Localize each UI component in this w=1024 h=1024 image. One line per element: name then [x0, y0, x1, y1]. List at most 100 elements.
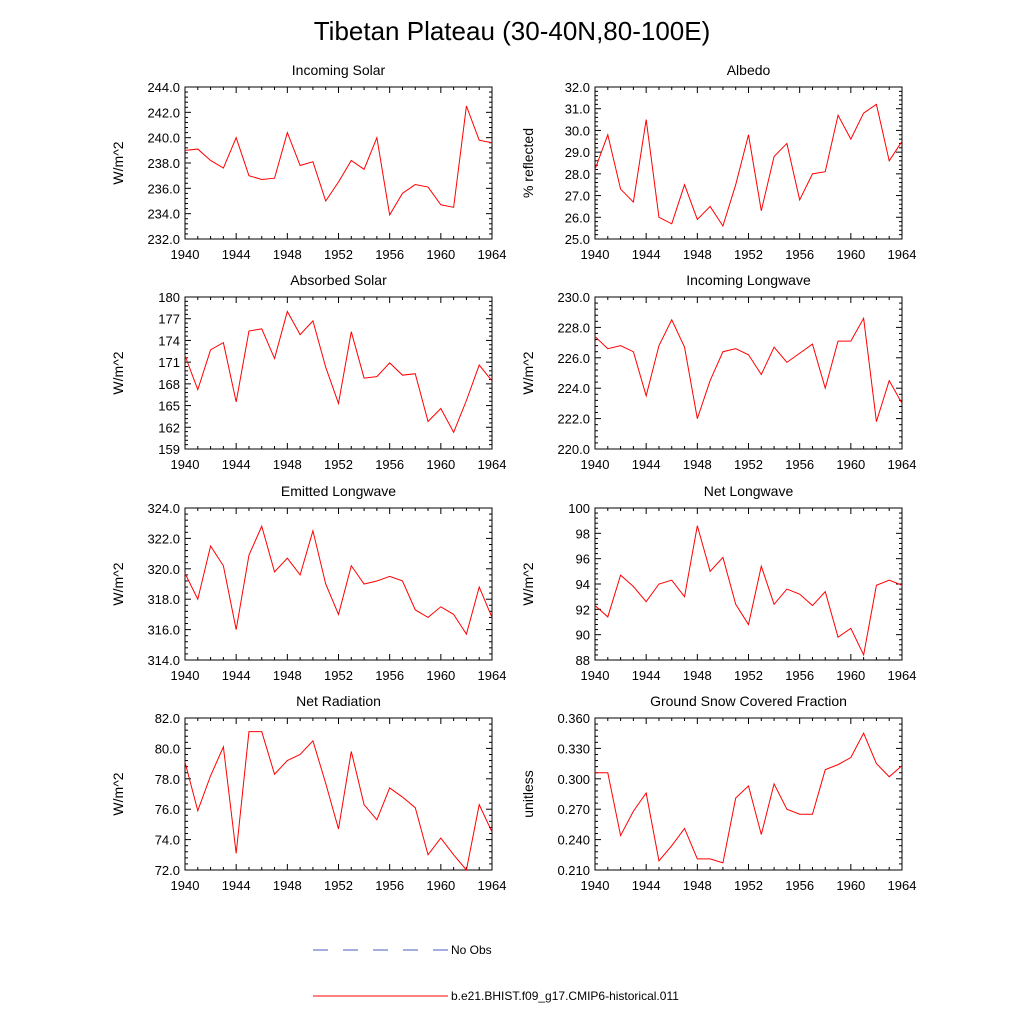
x-tick-label: 1944	[222, 668, 251, 683]
x-tick-label: 1956	[375, 247, 404, 262]
x-tick-label: 1956	[375, 457, 404, 472]
panel-title: Incoming Solar	[292, 62, 386, 78]
y-tick-label: 232.0	[147, 232, 180, 247]
x-tick-label: 1940	[171, 247, 200, 262]
panel-net-longwave: Net Longwave 1940 1944 1948 1952 1956 1960 1964…	[520, 483, 916, 683]
legend-label: No Obs	[451, 943, 492, 957]
y-tick-label: 165	[158, 399, 180, 414]
y-tick-label: 28.0	[565, 167, 590, 182]
x-tick-label: 1948	[683, 457, 712, 472]
panel-grid: Incoming Solar 1940 1944 1948 1952 1956 1960 19…	[110, 62, 916, 893]
x-tick-label: 1956	[375, 878, 404, 893]
y-tick-label: 76.0	[155, 802, 180, 817]
y-tick-label: 314.0	[147, 653, 180, 668]
panel-title: Net Radiation	[296, 693, 381, 709]
x-tick-label: 1956	[785, 878, 814, 893]
y-tick-label: 96	[576, 552, 590, 567]
y-tick-label: 29.0	[565, 145, 590, 160]
plot-frame	[184, 296, 493, 450]
panel-albedo: Albedo 1940 1944 1948 1952 1956 1960 1964 25.0 26…	[520, 62, 916, 262]
y-tick-label: 72.0	[155, 863, 180, 878]
figure-title: Tibetan Plateau (30-40N,80-100E)	[314, 16, 711, 46]
y-tick-label: 226.0	[557, 351, 590, 366]
series-line-incoming-longwave	[594, 316, 903, 422]
x-tick-label: 1952	[734, 457, 763, 472]
panel-title: Absorbed Solar	[290, 272, 387, 288]
y-axis-label: unitless	[520, 770, 536, 817]
x-tick-label: 1940	[581, 668, 610, 683]
x-tick-label: 1944	[222, 247, 251, 262]
y-tick-label: 27.0	[565, 189, 590, 204]
panel-title: Ground Snow Covered Fraction	[650, 693, 847, 709]
y-tick-label: 25.0	[565, 232, 590, 247]
x-tick-label: 1964	[888, 668, 917, 683]
panel-title: Albedo	[727, 62, 771, 78]
y-tick-label: 180	[158, 290, 180, 305]
y-tick-label: 318.0	[147, 592, 180, 607]
x-tick-label: 1960	[426, 878, 455, 893]
x-tick-label: 1960	[836, 878, 865, 893]
y-tick-label: 31.0	[565, 102, 590, 117]
y-tick-label: 320.0	[147, 562, 180, 577]
x-tick-label: 1960	[836, 247, 865, 262]
plot-frame	[184, 507, 493, 661]
x-tick-label: 1952	[324, 457, 353, 472]
x-tick-label: 1964	[478, 457, 507, 472]
y-tick-label: 0.210	[557, 863, 590, 878]
y-axis-label: W/m^2	[110, 141, 126, 184]
y-tick-label: 0.270	[557, 802, 590, 817]
x-tick-label: 1952	[734, 247, 763, 262]
y-tick-label: 92	[576, 602, 590, 617]
plot-frame	[594, 296, 903, 450]
plot-frame	[594, 717, 903, 871]
x-tick-label: 1944	[632, 668, 661, 683]
x-tick-label: 1940	[171, 457, 200, 472]
y-tick-label: 316.0	[147, 623, 180, 638]
x-tick-label: 1960	[836, 668, 865, 683]
x-tick-label: 1956	[785, 457, 814, 472]
y-tick-label: 88	[576, 653, 590, 668]
y-axis-label: % reflected	[520, 128, 536, 198]
x-tick-label: 1964	[888, 878, 917, 893]
x-tick-label: 1952	[324, 668, 353, 683]
panel-absorbed-solar: Absorbed Solar 1940 1944 1948 1952 1956 1960 19…	[110, 272, 506, 472]
y-tick-label: 80.0	[155, 741, 180, 756]
x-tick-label: 1964	[478, 668, 507, 683]
y-tick-label: 100	[568, 501, 590, 516]
series-line-net-radiation	[184, 731, 493, 872]
x-tick-label: 1960	[426, 247, 455, 262]
x-tick-label: 1964	[888, 457, 917, 472]
x-tick-label: 1964	[478, 247, 507, 262]
y-axis-label: W/m^2	[520, 351, 536, 394]
x-tick-label: 1964	[888, 247, 917, 262]
series-line-incoming-solar	[184, 105, 493, 217]
panel-title: Emitted Longwave	[281, 483, 396, 499]
legend-label: b.e21.BHIST.f09_g17.CMIP6-historical.011	[451, 989, 679, 1003]
x-tick-label: 1944	[632, 247, 661, 262]
panel-emitted-longwave: Emitted Longwave 1940 1944 1948 1952 1956 1960…	[110, 483, 506, 683]
x-tick-label: 1944	[222, 457, 251, 472]
x-tick-label: 1948	[273, 457, 302, 472]
x-tick-label: 1952	[734, 668, 763, 683]
x-tick-label: 1940	[581, 878, 610, 893]
y-tick-label: 98	[576, 526, 590, 541]
y-tick-label: 238.0	[147, 156, 180, 171]
x-tick-label: 1948	[273, 878, 302, 893]
y-axis-label: W/m^2	[110, 772, 126, 815]
x-tick-label: 1948	[683, 668, 712, 683]
x-tick-label: 1944	[632, 457, 661, 472]
y-tick-label: 82.0	[155, 711, 180, 726]
y-tick-label: 230.0	[557, 290, 590, 305]
y-tick-label: 174	[158, 333, 180, 348]
x-tick-label: 1948	[273, 247, 302, 262]
legend: No Obs b.e21.BHIST.f09_g17.CMIP6-historic…	[313, 943, 679, 1003]
y-tick-label: 90	[576, 628, 590, 643]
x-tick-label: 1960	[836, 457, 865, 472]
y-tick-label: 159	[158, 442, 180, 457]
panel-incoming-longwave: Incoming Longwave 1940 1944 1948 1952 1956 196…	[520, 272, 916, 472]
y-tick-label: 0.300	[557, 772, 590, 787]
y-tick-label: 171	[158, 355, 180, 370]
y-tick-label: 74.0	[155, 833, 180, 848]
y-tick-label: 32.0	[565, 80, 590, 95]
x-tick-label: 1956	[375, 668, 404, 683]
